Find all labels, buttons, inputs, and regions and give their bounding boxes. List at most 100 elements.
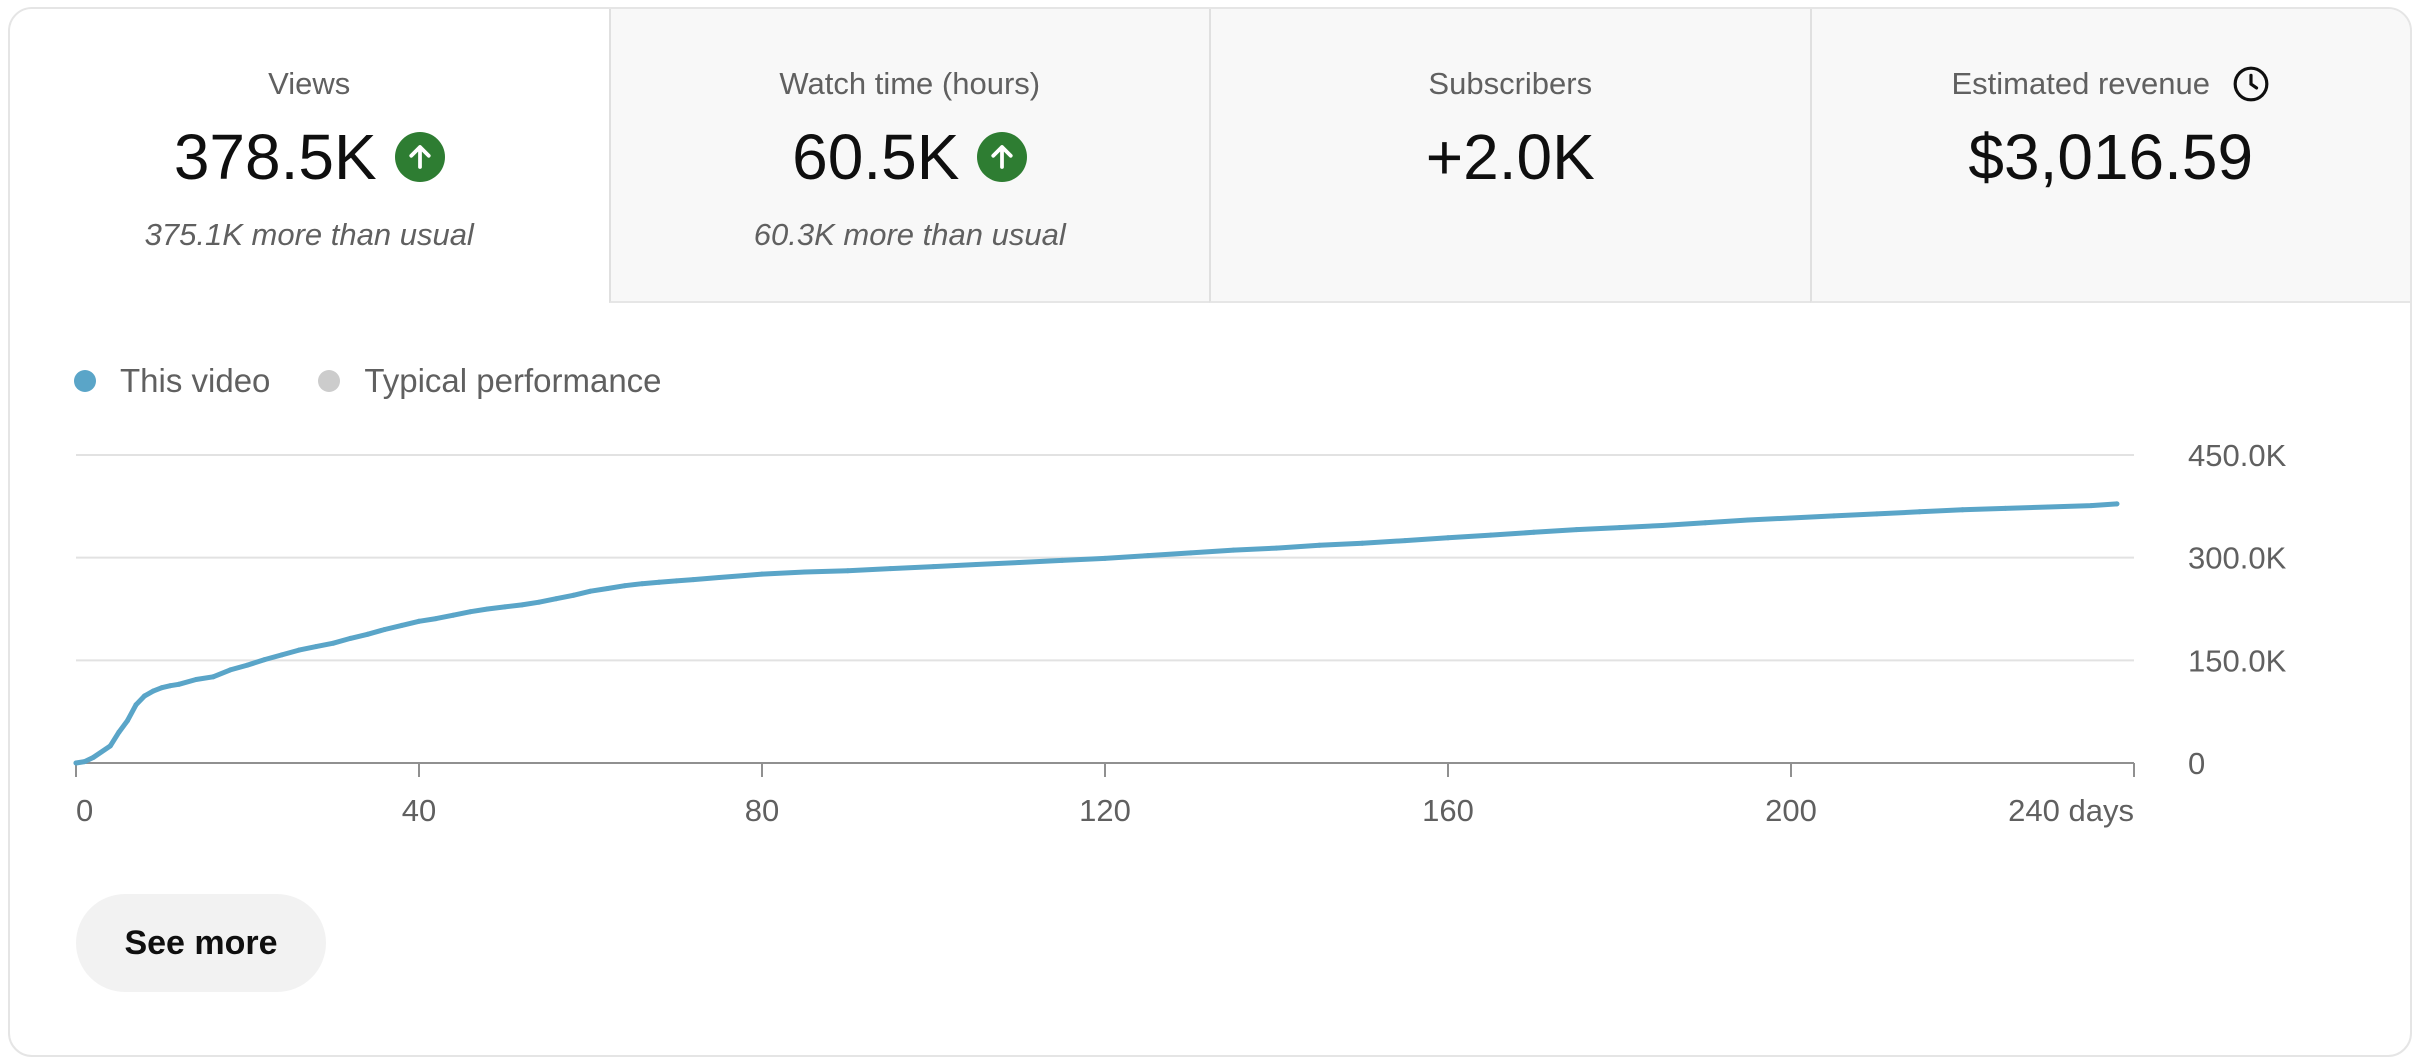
data-point (1445, 535, 1451, 541)
legend-label: This video (120, 362, 271, 399)
data-point (845, 568, 851, 574)
clock-icon (2232, 65, 2270, 103)
data-point (1788, 515, 1794, 521)
chart-legend: This video Typical performance (74, 359, 710, 403)
legend-item-typical-performance[interactable]: Typical performance (318, 362, 662, 400)
data-point (1231, 547, 1237, 553)
data-point (622, 583, 628, 589)
see-more-button[interactable]: See more (76, 894, 326, 992)
metric-comparison: 60.3K more than usual (753, 217, 1066, 252)
metric-value: 378.5K (10, 117, 609, 197)
data-point (485, 606, 491, 612)
data-point (450, 612, 456, 618)
x-tick-label: 40 (402, 793, 436, 828)
data-point (1145, 553, 1151, 559)
tab-subscribers[interactable]: Subscribers +2.0K (1209, 9, 1810, 303)
data-point (1274, 545, 1279, 551)
data-point (1102, 555, 1108, 561)
data-point (262, 657, 268, 663)
data-point (2045, 504, 2051, 510)
tab-estimated-revenue[interactable]: Estimated revenue $3,016.59 (1809, 9, 2411, 303)
tab-views[interactable]: Views 378.5K 375.1K more than usual (10, 9, 609, 303)
metric-value: $3,016.59 (1968, 121, 2254, 193)
x-tick-label: 160 (1422, 793, 1474, 828)
data-point (1059, 557, 1065, 563)
x-tick-label: 80 (745, 793, 779, 828)
data-point (1617, 525, 1622, 531)
data-point (468, 609, 473, 615)
metric-label: Estimated revenue (1812, 64, 2411, 104)
data-point (716, 575, 722, 580)
data-point (1659, 523, 1665, 528)
data-point (150, 688, 156, 694)
metric-value: 60.5K (611, 117, 1210, 197)
metric-label: Subscribers (1428, 66, 1593, 101)
legend-dot (318, 370, 341, 392)
y-tick-label: 0 (2188, 746, 2205, 781)
data-point (125, 718, 130, 724)
analytics-card: Views 378.5K 375.1K more than usual Watc… (8, 7, 2412, 1057)
data-point (1574, 527, 1580, 533)
data-point (416, 618, 422, 624)
data-point (193, 677, 199, 682)
data-point (605, 586, 611, 591)
data-point (639, 581, 645, 587)
data-point (90, 755, 96, 760)
legend-item-this-video[interactable]: This video (74, 362, 270, 400)
metric-value: +2.0K (1425, 121, 1595, 193)
data-point (2002, 505, 2008, 511)
data-point (82, 759, 88, 765)
data-point (133, 702, 139, 708)
data-point (347, 635, 353, 641)
data-point (802, 569, 808, 575)
data-point (1016, 560, 1022, 565)
data-point (1831, 513, 1837, 519)
arrow-up-icon (977, 132, 1028, 182)
data-point (365, 631, 371, 637)
x-tick-label: 200 (1765, 793, 1817, 828)
data-point (279, 652, 285, 658)
x-tick-label: 240 days (2008, 793, 2134, 828)
data-point (536, 599, 542, 605)
data-point (656, 579, 662, 585)
data-point (1917, 509, 1923, 515)
data-point (1702, 520, 1708, 526)
tab-watch-time[interactable]: Watch time (hours) 60.5K 60.3K more than… (608, 9, 1210, 303)
data-point (502, 604, 508, 610)
data-point (1488, 532, 1494, 538)
x-tick-label: 120 (1079, 793, 1131, 828)
data-point (1316, 542, 1322, 548)
y-tick-label: 450.0K (2188, 438, 2287, 473)
data-point (888, 566, 894, 572)
data-point (399, 622, 405, 628)
y-tick-label: 150.0K (2188, 643, 2287, 678)
data-point (330, 640, 336, 646)
data-point (2088, 503, 2094, 509)
data-point (107, 743, 113, 749)
data-point (1874, 511, 1880, 517)
data-point (176, 681, 182, 687)
arrow-up-icon (394, 132, 445, 182)
data-point (973, 562, 979, 567)
data-point (142, 693, 148, 699)
data-point (588, 588, 593, 594)
legend-label: Typical performance (364, 362, 662, 399)
data-point (1531, 529, 1537, 535)
metric-tabs: Views 378.5K 375.1K more than usual Watc… (10, 9, 2410, 303)
data-point (519, 602, 525, 608)
data-point (1188, 550, 1194, 556)
data-point (245, 662, 250, 668)
data-point (742, 573, 748, 578)
x-tick-label: 0 (76, 793, 93, 828)
legend-dot (74, 370, 96, 392)
data-point (673, 578, 679, 584)
data-point (313, 644, 319, 650)
data-point (570, 592, 576, 598)
y-tick-label: 300.0K (2188, 541, 2287, 576)
data-point (931, 564, 936, 570)
data-point (553, 596, 559, 602)
data-point (759, 571, 765, 577)
data-point (296, 647, 302, 653)
data-point (159, 685, 165, 691)
data-point (73, 760, 79, 766)
